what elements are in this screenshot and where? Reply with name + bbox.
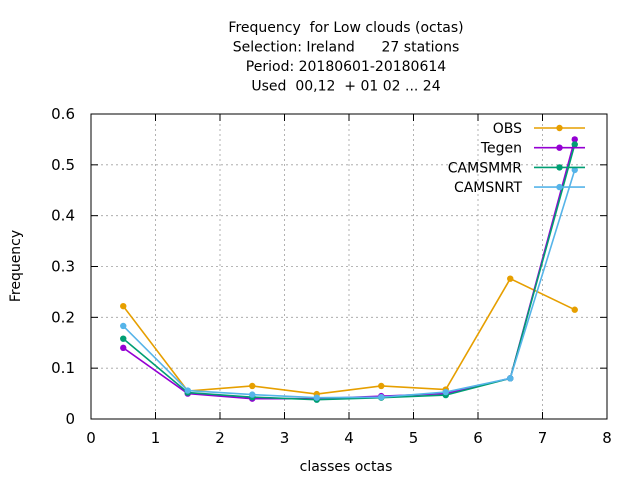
legend: OBS Tegen CAMSMMR CAMSNRT [448,121,585,196]
data-point-tegen [120,344,127,352]
x-axis-label: classes octas [300,459,393,475]
x-tick-label: 6 [473,429,483,447]
legend-label: CAMSNRT [454,180,523,196]
x-tick-label: 2 [215,429,225,447]
data-point-camsnrt [249,391,256,398]
y-tick-label: 0.5 [51,156,75,174]
legend-swatch-marker [556,183,563,191]
y-tick-label: 0.6 [51,105,75,123]
data-point-camsnrt [313,394,320,401]
chart-title: Frequency for Low clouds (octas) Selectio… [228,20,463,95]
title-line: Period: 20180601-20180614 [246,59,446,75]
data-point-camsnrt [571,166,578,174]
data-point-camsnrt [184,387,191,394]
title-line: Used 00,12 + 01 02 ... 24 [251,79,440,95]
series-line-obs [122,277,576,395]
legend-swatch-marker [556,144,563,151]
axis-ticks: 0 1 2 3 4 5 6 7 8 0 0.1 0.2 0.3 0.4 0.5 0.6 [51,105,612,447]
y-tick-label: 0.1 [51,359,75,377]
legend-swatch-marker [556,124,563,132]
series-lines [120,136,578,403]
y-tick-label: 0.2 [51,308,75,326]
legend-swatch-marker [556,164,563,171]
data-point-camsnrt [378,393,385,401]
y-tick-label: 0.4 [51,207,75,225]
legend-label: CAMSMMR [448,160,522,176]
grid [91,114,607,419]
y-tick-label: 0 [65,410,75,428]
legend-label: Tegen [480,141,522,157]
x-tick-label: 5 [409,429,419,447]
x-tick-label: 8 [602,429,612,447]
data-point-obs [507,275,514,282]
data-point-tegen [571,136,578,143]
data-point-camsmmr [120,335,127,342]
series-line-camsnrt [122,169,576,399]
y-tick-label: 0.3 [51,258,75,276]
x-tick-label: 0 [86,429,96,447]
x-tick-label: 4 [344,429,354,447]
data-point-obs [378,382,385,390]
data-point-camsmmr [571,141,578,148]
data-point-camsnrt [442,388,449,396]
title-line: Selection: Ireland 27 stations [233,40,460,56]
data-point-camsnrt [507,375,514,382]
x-tick-label: 7 [538,429,548,447]
data-point-obs [571,306,578,313]
data-point-camsnrt [120,322,127,330]
x-tick-label: 1 [151,429,161,447]
legend-label: OBS [493,121,522,137]
x-tick-label: 3 [280,429,290,447]
title-line: Frequency for Low clouds (octas) [228,20,463,36]
y-axis-label: Frequency [8,230,24,302]
data-point-obs [120,302,127,310]
data-point-obs [249,382,256,390]
